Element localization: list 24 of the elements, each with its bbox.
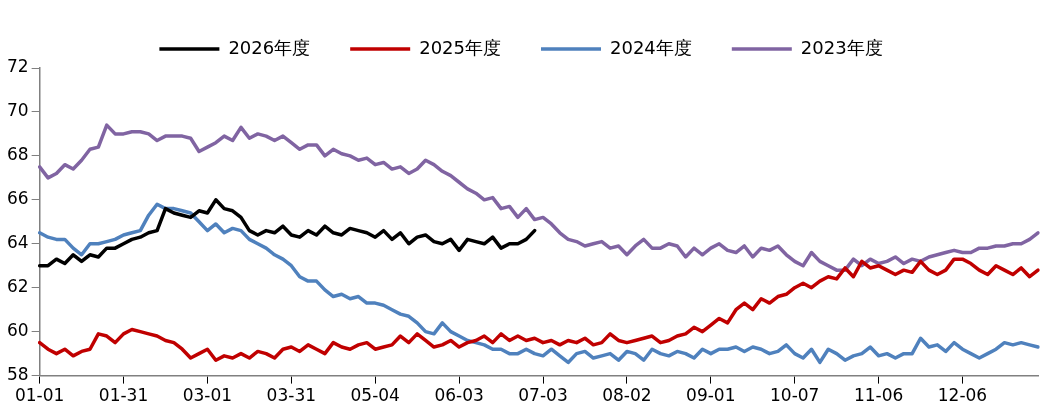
x-tick-label: 09-01 bbox=[686, 385, 736, 406]
x-tick-label: 01-01 bbox=[14, 385, 65, 406]
y-tick-label: 64 bbox=[6, 232, 29, 253]
y-tick-label: 68 bbox=[6, 144, 29, 165]
x-tick-label: 01-31 bbox=[98, 385, 149, 406]
x-tick-label: 06-03 bbox=[434, 385, 484, 406]
x-tick-label: 10-07 bbox=[770, 385, 820, 406]
legend-label: 2023年度 bbox=[800, 36, 883, 58]
x-tick-label: 03-31 bbox=[266, 385, 317, 406]
x-tick-label: 07-03 bbox=[518, 385, 568, 406]
y-tick-label: 70 bbox=[6, 100, 29, 121]
y-tick-label: 66 bbox=[6, 188, 29, 209]
y-tick-label: 62 bbox=[6, 276, 29, 297]
x-tick-label: 05-04 bbox=[350, 385, 400, 406]
legend-label: 2024年度 bbox=[610, 36, 692, 58]
x-tick-label: 12-06 bbox=[937, 385, 988, 406]
legend-label: 2025年度 bbox=[419, 36, 501, 58]
x-tick-label: 03-01 bbox=[182, 385, 233, 406]
y-tick-label: 58 bbox=[6, 364, 29, 385]
y-tick-label: 72 bbox=[6, 56, 29, 77]
legend-label: 2026年度 bbox=[228, 36, 311, 58]
x-tick-label: 08-02 bbox=[602, 385, 652, 406]
y-tick-label: 60 bbox=[6, 320, 29, 341]
x-tick-label: 11-06 bbox=[853, 385, 904, 406]
